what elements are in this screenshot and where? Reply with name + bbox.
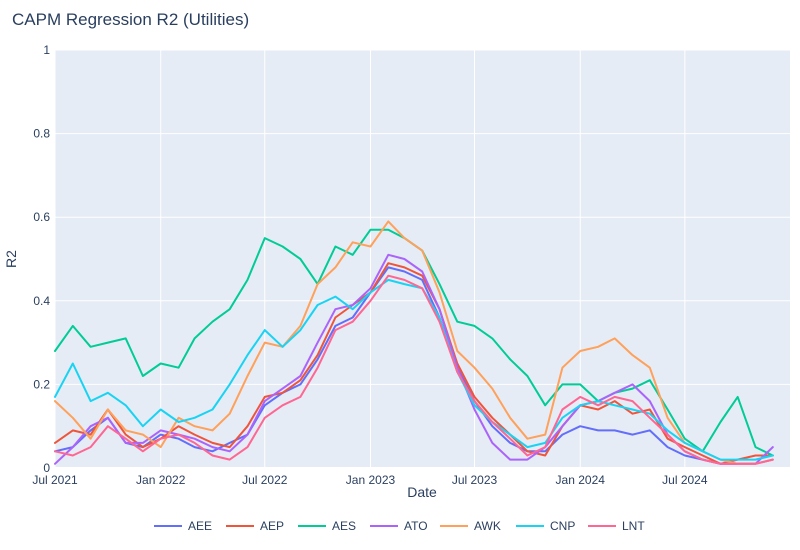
y-tick-label: 0.8 <box>33 127 50 141</box>
x-tick-label: Jul 2024 <box>662 473 708 487</box>
series-line-aep <box>54 262 774 465</box>
series-line-ato <box>54 253 774 465</box>
legend-item-aep[interactable]: AEP <box>226 519 284 533</box>
y-tick-labels: 0 0.2 0.4 0.6 0.8 1 <box>33 43 50 475</box>
legend-label: AWK <box>474 519 501 533</box>
legend-label: CNP <box>550 519 575 533</box>
y-tick-label: 0.6 <box>33 210 50 224</box>
plot-background <box>55 50 790 468</box>
series-line-cnp <box>54 278 774 461</box>
legend-item-cnp[interactable]: CNP <box>516 519 575 533</box>
y-tick-label: 1 <box>43 43 50 57</box>
x-tick-label: Jul 2023 <box>452 473 498 487</box>
x-tick-label: Jan 2023 <box>346 473 396 487</box>
y-gridlines <box>55 49 790 469</box>
legend-label: LNT <box>622 519 645 533</box>
chart-title: CAPM Regression R2 (Utilities) <box>12 10 249 29</box>
legend-item-lnt[interactable]: LNT <box>588 519 645 533</box>
y-axis-label: R2 <box>3 250 19 268</box>
y-tick-label: 0.4 <box>33 294 50 308</box>
y-tick-label: 0 <box>43 461 50 475</box>
y-tick-label: 0.2 <box>33 377 50 391</box>
legend-label: AEE <box>188 519 212 533</box>
x-tick-label: Jan 2022 <box>136 473 186 487</box>
legend-item-ato[interactable]: ATO <box>370 519 428 533</box>
x-axis-label: Date <box>407 484 437 500</box>
x-tick-labels: Jul 2021 Jan 2022 Jul 2022 Jan 2023 Jul 2023… <box>32 473 708 487</box>
x-tick-label: Jan 2024 <box>556 473 606 487</box>
legend: AEE AEP AES ATO AWK CNP LNT <box>154 519 645 533</box>
series-lines <box>54 220 774 465</box>
series-line-lnt <box>54 274 774 465</box>
x-tick-label: Jul 2022 <box>242 473 288 487</box>
legend-label: AEP <box>260 519 284 533</box>
legend-label: AES <box>332 519 356 533</box>
legend-label: ATO <box>404 519 428 533</box>
series-line-aee <box>54 266 774 465</box>
series-line-awk <box>54 220 774 465</box>
x-tick-label: Jul 2021 <box>32 473 78 487</box>
legend-item-aee[interactable]: AEE <box>154 519 212 533</box>
legend-item-awk[interactable]: AWK <box>440 519 501 533</box>
legend-item-aes[interactable]: AES <box>298 519 356 533</box>
